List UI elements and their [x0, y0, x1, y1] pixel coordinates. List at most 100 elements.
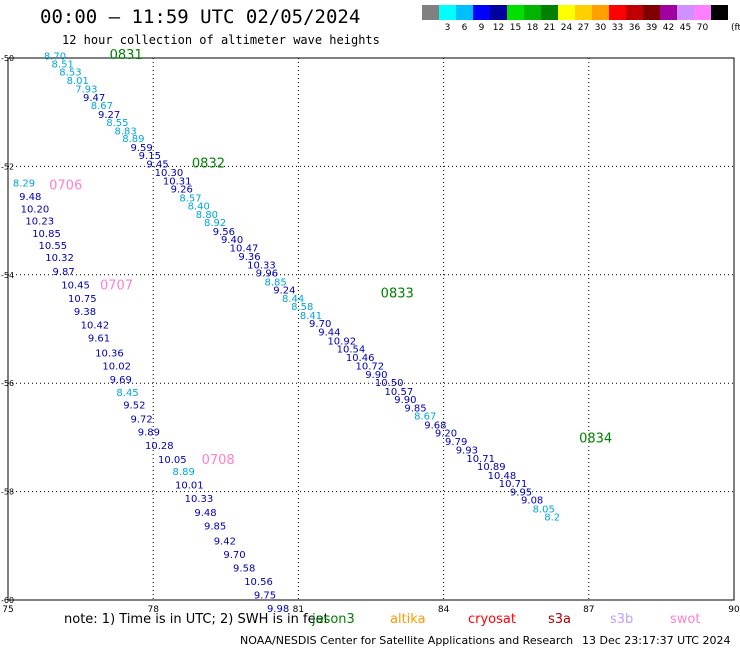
swh-value: 8.51	[52, 59, 74, 70]
scale-swatch	[694, 5, 711, 20]
scale-tick-label: 33	[611, 23, 624, 33]
swh-value: 10.20	[21, 205, 50, 216]
scale-tick-label: 18	[526, 23, 539, 33]
swh-readings: 8.708.518.538.017.939.478.679.278.558.83…	[13, 51, 560, 615]
scale-tick-label: 21	[543, 23, 556, 33]
x-tick-label: 90	[728, 605, 740, 615]
swh-value: 10.57	[385, 387, 414, 398]
swh-value: 10.56	[244, 577, 273, 588]
scale-swatch	[422, 5, 439, 20]
swh-value: 9.08	[521, 496, 543, 507]
swh-value: 9.85	[204, 522, 226, 533]
scale-swatch	[439, 5, 456, 20]
scale-swatch	[456, 5, 473, 20]
swh-value: 9.79	[445, 437, 467, 448]
swh-value: 8.80	[196, 210, 218, 221]
swh-value: 10.05	[158, 455, 187, 466]
scale-swatch	[592, 5, 609, 20]
swh-value: 10.75	[68, 294, 97, 305]
swh-value: 9.70	[309, 319, 331, 330]
swh-value: 8.05	[533, 504, 555, 515]
swh-value: 9.98	[267, 604, 289, 615]
x-tick-label: 75	[2, 605, 13, 615]
swh-value: 8.67	[91, 101, 113, 112]
swh-value: 10.48	[488, 471, 517, 482]
swh-value: 10.71	[466, 454, 495, 465]
scale-unit-label: (ft)	[731, 23, 740, 33]
scale-swatch	[558, 5, 575, 20]
swh-value: 10.02	[102, 361, 131, 372]
scale-swatch	[507, 5, 524, 20]
swh-value: 9.96	[256, 269, 278, 280]
swh-value: 8.2	[544, 513, 560, 524]
scale-swatch	[473, 5, 490, 20]
swh-value: 9.48	[19, 192, 41, 203]
scale-tick-label: 15	[509, 23, 522, 33]
swh-value: 10.31	[163, 176, 192, 187]
swh-value: 10.33	[247, 261, 276, 272]
swh-value: 9.15	[139, 151, 161, 162]
swh-value: 9.44	[318, 328, 340, 339]
scale-tick-label: 30	[594, 23, 607, 33]
swh-value: 8.83	[114, 127, 136, 138]
pass-label: 0706	[49, 178, 82, 193]
swh-value: 8.89	[173, 467, 195, 478]
swh-value: 10.30	[155, 168, 184, 179]
swh-value: 8.44	[282, 294, 304, 305]
scale-tick-label: 39	[645, 23, 658, 33]
y-tick-label: -56	[1, 379, 14, 388]
swh-value: 7.93	[75, 84, 97, 95]
swh-value: 9.58	[233, 563, 255, 574]
swh-value: 10.33	[185, 494, 214, 505]
swh-value: 8.41	[300, 311, 322, 322]
scale-tick-label: 9	[478, 23, 485, 33]
scale-swatch	[677, 5, 694, 20]
swh-value: 10.85	[32, 229, 61, 240]
footer-timestamp: 13 Dec 23:17:37 UTC 2024	[582, 634, 731, 647]
swh-value: 10.89	[477, 462, 506, 473]
swh-value: 8.67	[414, 412, 436, 423]
scale-swatch	[711, 5, 728, 20]
swh-value: 8.29	[13, 179, 35, 190]
footer-source: NOAA/NESDIS Center for Satellite Applica…	[240, 634, 574, 647]
swh-value: 9.42	[214, 536, 236, 547]
swh-value: 9.85	[404, 404, 426, 415]
swh-value: 10.36	[95, 348, 124, 359]
pass-label: 0707	[100, 279, 133, 294]
swh-value: 8.89	[122, 134, 144, 145]
mission-jason3: jason3	[312, 612, 355, 627]
pass-label: 0834	[579, 431, 612, 446]
swh-value: 9.40	[221, 235, 243, 246]
swh-value: 8.92	[204, 218, 226, 229]
y-tick-label: -52	[1, 162, 14, 171]
swh-value: 9.52	[123, 400, 145, 411]
swh-value: 8.55	[106, 118, 128, 129]
scale-swatch	[660, 5, 677, 20]
swh-value: 9.56	[213, 227, 235, 238]
scale-tick-label: 24	[560, 23, 573, 33]
pass-label: 0831	[110, 48, 143, 63]
swh-value: 9.90	[365, 370, 387, 381]
mission-cryosat: cryosat	[468, 612, 516, 627]
swh-value: 10.01	[175, 481, 204, 492]
x-tick-label: 81	[293, 605, 304, 615]
x-tick-label: 78	[147, 605, 159, 615]
map-title: 00:00 – 11:59 UTC 02/05/2024	[40, 6, 361, 28]
swh-value: 8.40	[188, 201, 210, 212]
y-tick-label: -58	[1, 488, 14, 497]
pass-label: 0708	[202, 453, 235, 468]
swh-value: 8.53	[59, 68, 81, 79]
scale-tick-label: 42	[662, 23, 675, 33]
pass-label: 0833	[381, 287, 414, 302]
swh-value: 10.28	[145, 441, 174, 452]
x-tick-label: 84	[438, 605, 450, 615]
swh-value: 9.75	[254, 591, 276, 602]
swh-value: 9.72	[130, 414, 152, 425]
swh-value: 10.50	[375, 378, 404, 389]
scale-swatch	[626, 5, 643, 20]
map-subtitle: 12 hour collection of altimeter wave hei…	[62, 33, 380, 47]
swh-value: 9.93	[456, 445, 478, 456]
scale-tick-label: 6	[461, 23, 468, 33]
y-tick-label: -60	[1, 596, 14, 605]
